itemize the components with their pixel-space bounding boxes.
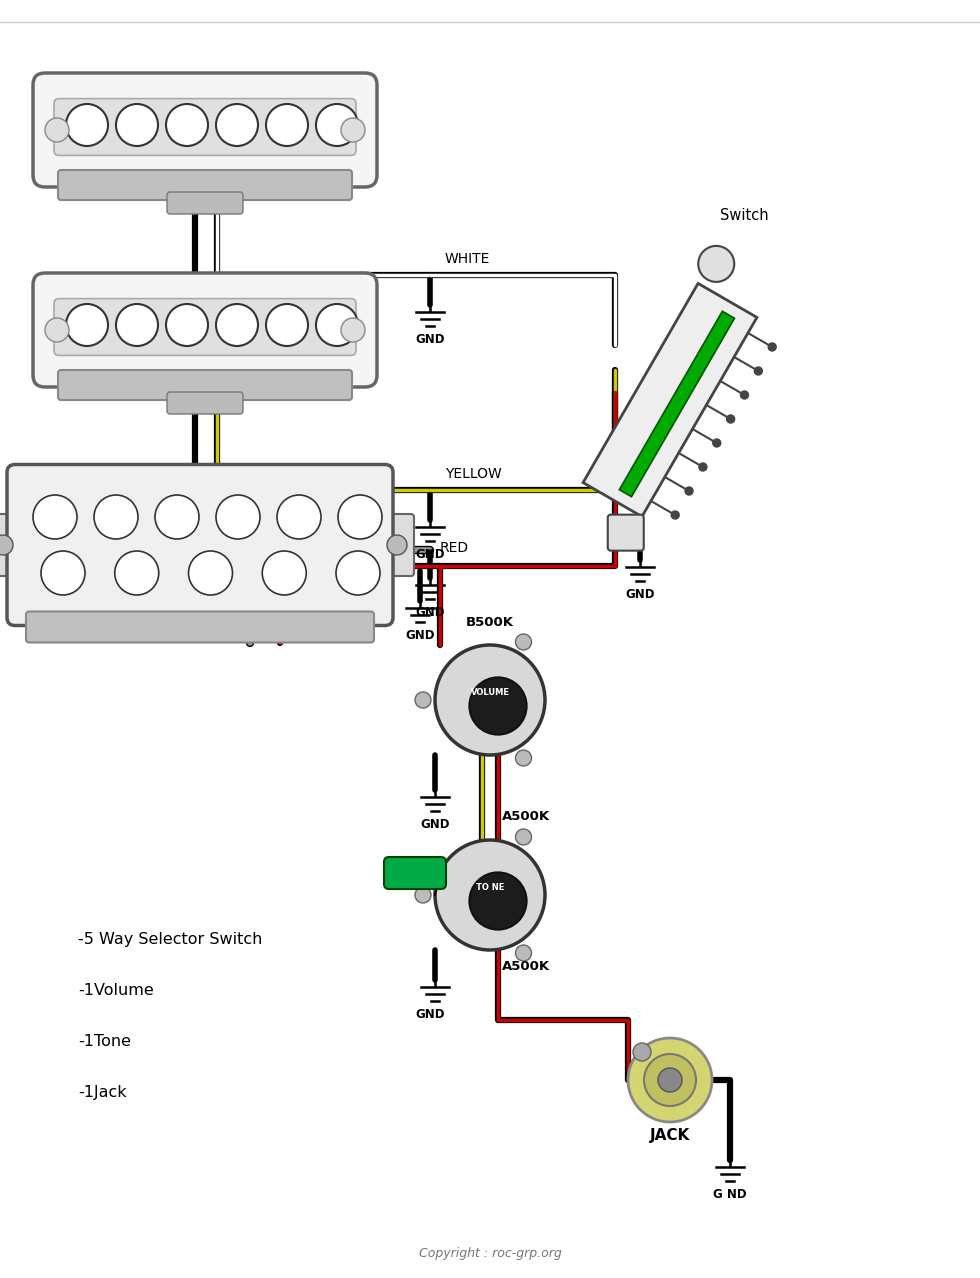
Text: RED: RED [440, 541, 469, 555]
Text: B500K: B500K [466, 616, 514, 629]
FancyBboxPatch shape [33, 273, 377, 387]
Text: GND: GND [416, 548, 445, 561]
Circle shape [277, 495, 321, 539]
Circle shape [699, 245, 734, 282]
Circle shape [66, 104, 108, 146]
Circle shape [387, 535, 407, 555]
Text: Copyright : roc-grp.org: Copyright : roc-grp.org [418, 1246, 562, 1260]
Circle shape [316, 304, 358, 346]
FancyBboxPatch shape [58, 371, 352, 400]
Circle shape [41, 551, 85, 596]
Circle shape [166, 104, 208, 146]
Circle shape [435, 645, 545, 755]
FancyBboxPatch shape [7, 464, 393, 625]
Text: GND: GND [406, 629, 435, 642]
Circle shape [469, 677, 526, 735]
Text: A500K: A500K [502, 960, 550, 973]
Circle shape [336, 551, 380, 596]
Circle shape [435, 840, 545, 950]
Circle shape [266, 304, 308, 346]
Text: A500K: A500K [502, 810, 550, 823]
Circle shape [671, 511, 679, 519]
Circle shape [266, 104, 308, 146]
Circle shape [415, 887, 431, 904]
Circle shape [45, 318, 69, 343]
Circle shape [633, 1043, 651, 1061]
Polygon shape [583, 284, 757, 516]
Circle shape [628, 1038, 712, 1122]
Circle shape [755, 367, 762, 374]
Circle shape [116, 104, 158, 146]
Text: GND: GND [416, 606, 445, 619]
Circle shape [216, 104, 258, 146]
FancyBboxPatch shape [58, 170, 352, 199]
Circle shape [415, 691, 431, 708]
Circle shape [338, 495, 382, 539]
Circle shape [216, 495, 260, 539]
Text: JACK: JACK [650, 1128, 690, 1143]
Circle shape [341, 318, 365, 343]
Circle shape [741, 391, 749, 399]
FancyBboxPatch shape [608, 515, 644, 551]
Text: WHITE: WHITE [445, 252, 490, 266]
Circle shape [116, 304, 158, 346]
Circle shape [316, 104, 358, 146]
Circle shape [66, 304, 108, 346]
Circle shape [768, 343, 776, 351]
FancyBboxPatch shape [33, 73, 377, 187]
Circle shape [469, 873, 526, 929]
Text: GND: GND [416, 1008, 445, 1021]
Text: Switch: Switch [720, 208, 768, 222]
Text: GND: GND [625, 588, 655, 601]
Circle shape [515, 634, 531, 651]
Circle shape [515, 829, 531, 845]
Circle shape [94, 495, 138, 539]
Text: -1Volume: -1Volume [78, 983, 154, 998]
Circle shape [515, 944, 531, 961]
Text: GND: GND [420, 818, 450, 831]
Circle shape [0, 535, 13, 555]
Circle shape [515, 750, 531, 766]
FancyBboxPatch shape [0, 514, 20, 576]
Circle shape [188, 551, 232, 596]
Circle shape [33, 495, 77, 539]
Text: VOLUME: VOLUME [470, 688, 510, 697]
Circle shape [115, 551, 159, 596]
Text: -1Jack: -1Jack [78, 1085, 127, 1100]
Text: G ND: G ND [713, 1189, 747, 1201]
Text: YELLOW: YELLOW [445, 466, 502, 481]
FancyBboxPatch shape [26, 611, 374, 643]
Circle shape [726, 415, 735, 423]
FancyBboxPatch shape [54, 299, 356, 355]
FancyBboxPatch shape [167, 392, 243, 414]
Circle shape [685, 487, 693, 495]
Circle shape [155, 495, 199, 539]
FancyBboxPatch shape [54, 98, 356, 156]
Text: -1Tone: -1Tone [78, 1034, 131, 1049]
Text: GND: GND [416, 334, 445, 346]
Circle shape [263, 551, 307, 596]
Circle shape [341, 118, 365, 142]
Polygon shape [619, 312, 734, 497]
FancyBboxPatch shape [384, 858, 446, 889]
Circle shape [699, 463, 707, 472]
FancyBboxPatch shape [380, 514, 414, 576]
Circle shape [712, 440, 720, 447]
Circle shape [166, 304, 208, 346]
Text: -5 Way Selector Switch: -5 Way Selector Switch [78, 932, 263, 947]
Circle shape [644, 1054, 696, 1105]
Text: TO NE: TO NE [476, 883, 504, 892]
FancyBboxPatch shape [167, 192, 243, 213]
Circle shape [216, 304, 258, 346]
Circle shape [45, 118, 69, 142]
Circle shape [658, 1068, 682, 1091]
